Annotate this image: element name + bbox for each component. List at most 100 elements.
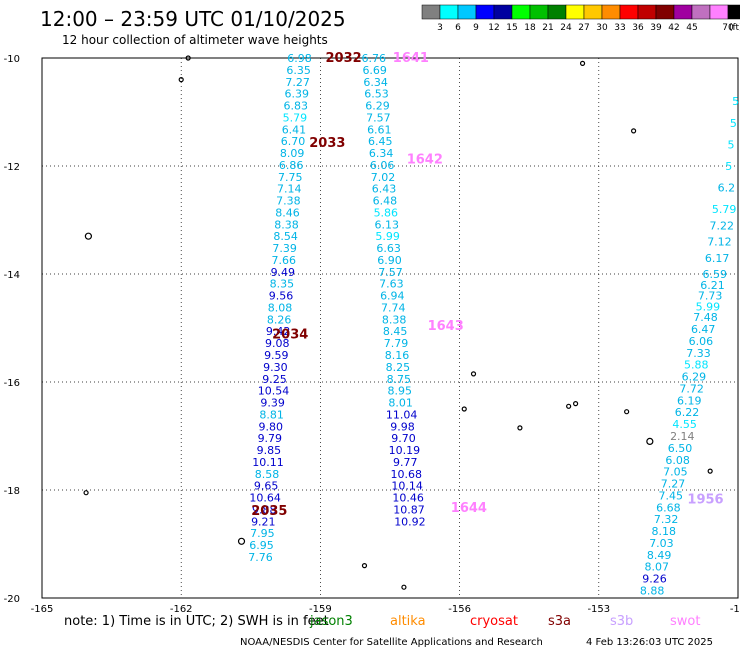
wave-height-label: 7.63 (379, 278, 404, 291)
wave-height-label: 6.86 (279, 159, 304, 172)
colorbar-swatch (583, 4, 603, 20)
colorbar-label: 27 (578, 23, 589, 33)
colorbar-swatch (547, 4, 567, 20)
wave-height-label: 7.27 (285, 76, 310, 89)
wave-height-label: 7.32 (654, 513, 679, 526)
track-time-label: 1956 (687, 493, 723, 508)
wave-height-label: 10.68 (390, 468, 422, 481)
y-tick-label: -12 (4, 162, 20, 173)
wave-height-label: 8.95 (387, 385, 412, 398)
satellite-legend-item: swot (670, 614, 700, 629)
wave-height-label: 6.19 (677, 394, 702, 407)
wave-height-label: 9.59 (264, 349, 289, 362)
satellite-legend-item: cryosat (470, 614, 518, 629)
wave-height-label: 10.92 (394, 515, 426, 528)
satellite-tracks: 6.986.357.276.396.835.796.416.708.096.86… (248, 51, 739, 597)
wave-height-label: 8.16 (385, 349, 410, 362)
wave-height-label: 5.79 (283, 111, 308, 124)
island-outline (83, 490, 89, 496)
wave-height-label: 8.35 (270, 278, 295, 291)
wave-height-label: 9.65 (254, 480, 279, 493)
wave-height-label: 9.21 (251, 515, 276, 528)
wave-height-label: 8.45 (383, 325, 408, 338)
satellite-legend-item: jason3 (309, 614, 353, 629)
wave-height-label: 8.08 (268, 301, 293, 314)
wave-height-label: 4.55 (672, 418, 697, 431)
track-time-label: 1644 (451, 501, 487, 516)
wave-height-label: 5.86 (374, 206, 399, 219)
wave-height-label: 9.30 (263, 361, 288, 374)
wave-height-label: 6.21 (700, 279, 725, 292)
wave-height-label: 8.01 (388, 397, 413, 410)
wave-height-label: 8.07 (645, 561, 670, 574)
island-outline (178, 76, 184, 83)
wave-height-label: 7.57 (378, 266, 403, 279)
island-outline (572, 401, 579, 407)
wave-height-label: 7.12 (707, 236, 732, 249)
island-outline (470, 371, 477, 377)
wave-height-label: 9.56 (269, 290, 294, 303)
island-outline (579, 60, 586, 67)
wave-height-label: 9.42 (266, 325, 291, 338)
wave-height-label: 9.49 (271, 266, 296, 279)
colorbar-swatch (709, 4, 729, 20)
wave-height-label: 6.69 (362, 64, 387, 77)
colorbar-swatch (529, 4, 549, 20)
wave-height-label: 7.03 (649, 537, 674, 550)
wave-height-label: 6.08 (665, 454, 690, 467)
wave-height-label: 8.58 (255, 468, 280, 481)
wave-height-label: 8.75 (387, 373, 412, 386)
wave-height-label: 6.95 (249, 539, 274, 552)
island-outline (707, 468, 713, 474)
wave-height-label: 6.43 (372, 183, 397, 196)
wave-height-label: 5 (730, 117, 737, 130)
colorbar-swatch (673, 4, 693, 20)
colorbar-swatch (511, 4, 531, 20)
track-time-label: 1643 (428, 319, 464, 334)
island-outline (185, 55, 191, 61)
wave-height-label: 7.79 (384, 337, 409, 350)
wave-height-label: 6.94 (380, 290, 405, 303)
wave-height-label: 9.70 (391, 432, 416, 445)
wave-height-label: 8.18 (652, 525, 677, 538)
wave-height-label: 6.48 (373, 195, 398, 208)
grid-lines (41, 57, 739, 599)
wave-height-label: 6.17 (705, 252, 730, 265)
track-time-label: 1641 (393, 51, 429, 66)
wave-height-label: 9.88 (252, 503, 277, 516)
wave-height-label: 5 (728, 138, 735, 151)
wave-height-label: 10.14 (391, 480, 423, 493)
wave-height-label: 7.05 (663, 466, 688, 479)
island-outline (361, 562, 368, 569)
colorbar-label: 42 (668, 23, 679, 33)
wave-height-label: 6.83 (284, 100, 309, 113)
wave-height-label: 5.99 (375, 230, 400, 243)
colorbar-label: 39 (650, 23, 662, 33)
wave-height-label: 7.27 (661, 478, 686, 491)
island-outline (517, 425, 523, 431)
wave-height-label: 9.08 (265, 337, 290, 350)
wave-height-label: 8.09 (280, 147, 305, 160)
satellite-legend-item: altika (390, 614, 426, 629)
wave-height-label: 7.75 (278, 171, 303, 184)
wave-height-label: 6.06 (370, 159, 395, 172)
wave-height-label: 7.74 (381, 301, 406, 314)
x-tick-label: -153 (587, 604, 610, 615)
wave-height-label: 10.54 (258, 385, 290, 398)
wave-height-label: 6.41 (282, 123, 307, 136)
satellite-legend: jason3 altika cryosat s3a s3b swot (309, 614, 700, 629)
wave-height-label: 6.29 (365, 100, 390, 113)
wave-height-label: 9.80 (259, 420, 284, 433)
wave-height-label: 10.19 (389, 444, 421, 457)
colorbar-swatch (475, 4, 495, 20)
colorbar-label: 6 (455, 23, 461, 33)
island-outlines (83, 55, 713, 590)
x-axis: -165 -162 -159 -156 -153 -15 (31, 604, 740, 615)
colorbar-swatch (637, 4, 657, 20)
wave-height-label: 6.98 (287, 52, 312, 65)
colorbar-swatch (421, 4, 441, 20)
wave-height-label: 7.48 (693, 311, 718, 324)
colorbar-unit: (ft) (729, 23, 740, 33)
track-time-label: 2032 (326, 51, 362, 66)
